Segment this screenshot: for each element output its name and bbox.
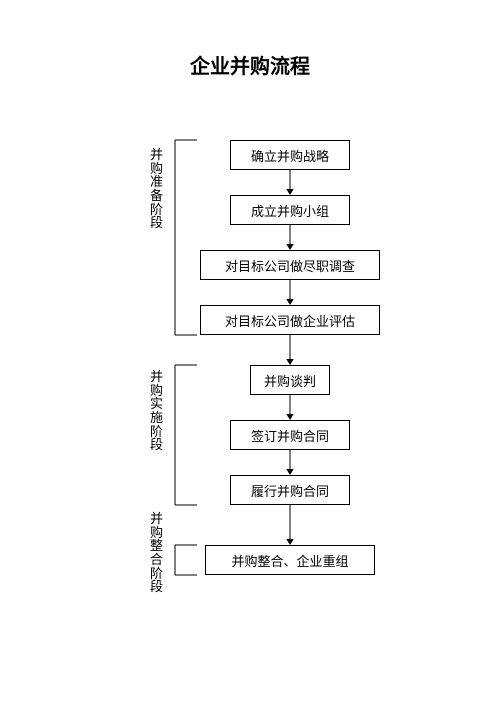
node-label: 签订并购合同 (251, 426, 329, 445)
node-strategy: 确立并购战略 (230, 140, 350, 170)
node-label: 并购整合、企业重组 (231, 551, 348, 570)
flow-arrows (0, 0, 500, 707)
node-team: 成立并购小组 (230, 195, 350, 225)
phase-label-preparation: 并购准备阶段 (150, 148, 163, 230)
node-label: 履行并购合同 (251, 481, 329, 500)
node-label: 确立并购战略 (251, 146, 329, 165)
phase-label-integration: 并购整合阶段 (150, 512, 163, 594)
node-negotiation: 并购谈判 (250, 365, 330, 395)
phase-label-implementation: 并购实施阶段 (150, 370, 163, 452)
node-integration: 并购整合、企业重组 (205, 545, 375, 575)
node-valuation: 对目标公司做企业评估 (200, 305, 380, 335)
node-label: 对目标公司做企业评估 (225, 311, 355, 330)
node-execute-contract: 履行并购合同 (230, 475, 350, 505)
node-due-diligence: 对目标公司做尽职调查 (200, 250, 380, 280)
node-label: 对目标公司做尽职调查 (225, 256, 355, 275)
node-label: 成立并购小组 (251, 201, 329, 220)
node-sign-contract: 签订并购合同 (230, 420, 350, 450)
page-title: 企业并购流程 (0, 50, 500, 79)
node-label: 并购谈判 (264, 371, 316, 390)
page: 企业并购流程 确立并购战略 成立并购小组 对目标公司做尽职调查 对目标公司做企业… (0, 0, 500, 707)
